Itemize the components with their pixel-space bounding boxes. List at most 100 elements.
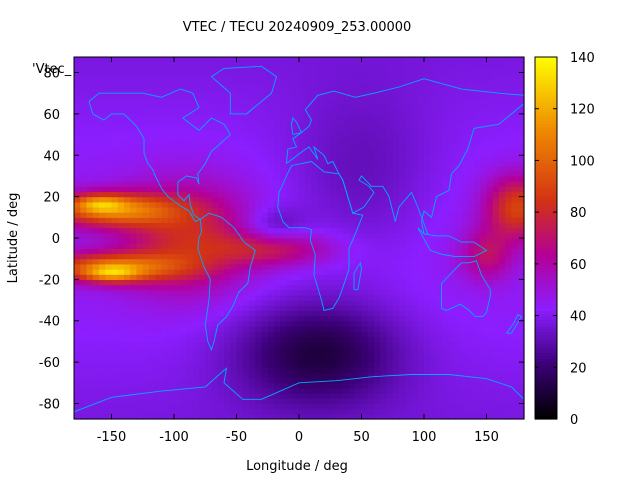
heatmap-cell: [99, 119, 106, 125]
heatmap-cell: [224, 320, 231, 327]
heatmap-cell: [199, 191, 206, 198]
heatmap-cell: [192, 82, 200, 89]
heatmap-cell: [317, 320, 325, 327]
heatmap-cell: [205, 129, 213, 136]
heatmap-cell: [442, 186, 450, 193]
heatmap-cell: [217, 57, 225, 63]
heatmap-cell: [305, 232, 313, 239]
heatmap-cell: [174, 336, 181, 343]
heatmap-cell: [342, 279, 350, 286]
heatmap-cell: [105, 222, 113, 229]
heatmap-cell: [436, 284, 444, 291]
heatmap-cell: [461, 88, 469, 94]
heatmap-cell: [174, 238, 181, 244]
heatmap-cell: [392, 191, 400, 198]
heatmap-cell: [167, 408, 175, 415]
heatmap-cell: [324, 175, 331, 182]
heatmap-cell: [186, 413, 194, 420]
heatmap-cell: [217, 150, 225, 156]
heatmap-cell: [430, 403, 438, 410]
heatmap-cell: [299, 315, 306, 322]
heatmap-cell: [174, 227, 181, 234]
heatmap-cell: [424, 382, 431, 389]
heatmap-cell: [517, 351, 525, 358]
heatmap-cell: [142, 160, 150, 167]
heatmap-cell: [86, 160, 94, 167]
heatmap-cell: [186, 382, 194, 389]
heatmap-cell: [136, 258, 144, 265]
heatmap-cell: [311, 93, 319, 99]
heatmap-cell: [242, 413, 250, 420]
heatmap-cell: [236, 346, 244, 353]
heatmap-cell: [374, 253, 381, 260]
heatmap-cell: [399, 103, 406, 110]
heatmap-cell: [224, 258, 231, 265]
heatmap-cell: [511, 196, 519, 203]
heatmap-cell: [167, 331, 175, 337]
heatmap-cell: [111, 134, 119, 141]
heatmap-cell: [124, 103, 131, 110]
heatmap-cell: [174, 263, 181, 270]
heatmap-cell: [311, 289, 319, 296]
heatmap-cell: [211, 77, 219, 84]
heatmap-cell: [186, 238, 194, 244]
heatmap-cell: [374, 72, 381, 79]
heatmap-cell: [455, 191, 463, 198]
heatmap-cell: [324, 227, 331, 234]
heatmap-cell: [74, 258, 81, 265]
heatmap-cell: [505, 258, 513, 265]
heatmap-cell: [149, 222, 156, 229]
heatmap-cell: [236, 222, 244, 229]
heatmap-cell: [355, 243, 363, 249]
heatmap-cell: [405, 351, 413, 358]
heatmap-cell: [92, 253, 100, 260]
heatmap-cell: [155, 181, 163, 187]
heatmap-cell: [374, 57, 381, 63]
heatmap-cell: [105, 62, 113, 68]
heatmap-cell: [417, 160, 425, 167]
heatmap-cell: [180, 212, 188, 218]
heatmap-cell: [292, 186, 300, 193]
heatmap-cell: [205, 165, 213, 172]
heatmap-cell: [205, 186, 213, 193]
heatmap-cell: [511, 238, 519, 244]
heatmap-cell: [236, 274, 244, 280]
heatmap-cell: [374, 196, 381, 203]
heatmap-cell: [480, 382, 488, 389]
heatmap-cell: [336, 155, 344, 162]
heatmap-cell: [361, 258, 369, 265]
heatmap-cell: [205, 315, 213, 322]
heatmap-cell: [180, 248, 188, 255]
heatmap-cell: [417, 263, 425, 270]
heatmap-cell: [511, 201, 519, 208]
heatmap-cell: [74, 124, 81, 130]
heatmap-cell: [224, 248, 231, 255]
heatmap-cell: [399, 300, 406, 306]
heatmap-cell: [261, 88, 269, 94]
heatmap-cell: [492, 294, 500, 301]
heatmap-cell: [186, 289, 194, 296]
heatmap-cell: [499, 367, 506, 374]
heatmap-cell: [492, 274, 500, 280]
heatmap-cell: [217, 155, 225, 162]
heatmap-cell: [374, 113, 381, 120]
heatmap-cell: [217, 191, 225, 198]
heatmap-cell: [174, 155, 181, 162]
heatmap-cell: [161, 181, 169, 187]
heatmap-cell: [455, 382, 463, 389]
heatmap-cell: [217, 387, 225, 394]
heatmap-cell: [355, 124, 363, 130]
heatmap-cell: [355, 82, 363, 89]
heatmap-cell: [192, 305, 200, 311]
heatmap-cell: [492, 331, 500, 337]
heatmap-cell: [124, 134, 131, 141]
heatmap-cell: [180, 82, 188, 89]
heatmap-cell: [255, 93, 263, 99]
heatmap-cell: [380, 325, 388, 332]
heatmap-cell: [242, 103, 250, 110]
heatmap-cell: [305, 82, 313, 89]
heatmap-cell: [499, 398, 506, 405]
heatmap-cell: [217, 408, 225, 415]
heatmap-cell: [292, 346, 300, 353]
heatmap-cell: [92, 212, 100, 218]
